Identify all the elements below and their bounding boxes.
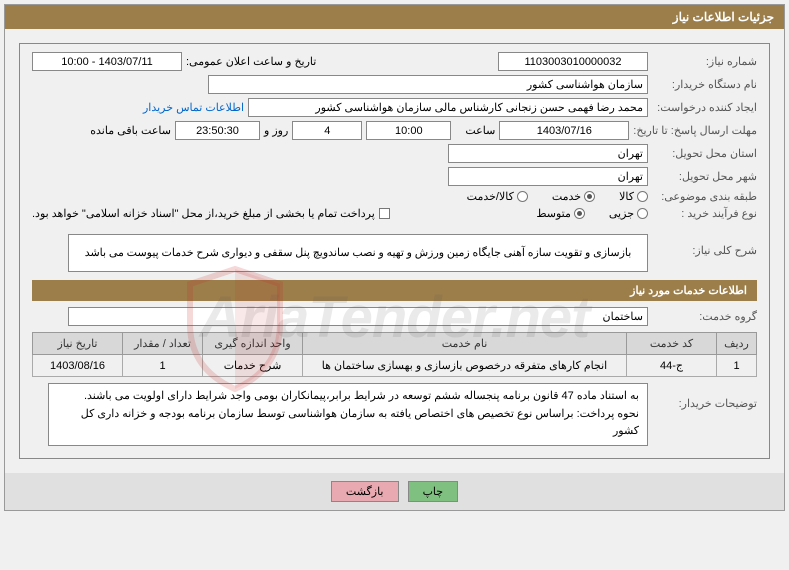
general-desc-label: شرح کلی نیاز: xyxy=(652,234,757,257)
cell-name: انجام کارهای متفرقه درخصوص بازسازی و بهس… xyxy=(303,355,627,377)
back-button[interactable]: بازگشت xyxy=(331,481,399,502)
services-table: ردیف کد خدمت نام خدمت واحد اندازه گیری ت… xyxy=(32,332,757,377)
col-name: نام خدمت xyxy=(303,333,627,355)
payment-note: پرداخت تمام یا بخشی از مبلغ خرید،از محل … xyxy=(32,207,375,220)
buyer-notes-line2: نحوه پرداخت: براساس نوع تخصیص های اختصاص… xyxy=(57,406,639,441)
buyer-org-input[interactable] xyxy=(208,75,648,94)
announce-date-label: تاریخ و ساعت اعلان عمومی: xyxy=(186,55,316,68)
hour-label: ساعت xyxy=(455,124,495,137)
radio-goods-service[interactable]: کالا/خدمت xyxy=(467,190,528,203)
radio-icon xyxy=(637,208,648,219)
need-number-input[interactable] xyxy=(498,52,648,71)
radio-goods-label: کالا xyxy=(619,190,634,203)
delivery-province-label: استان محل تحویل: xyxy=(652,147,757,160)
cell-qty: 1 xyxy=(123,355,203,377)
delivery-city-label: شهر محل تحویل: xyxy=(652,170,757,183)
announce-date-input[interactable] xyxy=(32,52,182,71)
radio-medium-label: متوسط xyxy=(536,207,571,220)
col-row: ردیف xyxy=(717,333,757,355)
delivery-province-input[interactable] xyxy=(448,144,648,163)
service-group-label: گروه خدمت: xyxy=(652,310,757,323)
form-content: شماره نیاز: تاریخ و ساعت اعلان عمومی: نا… xyxy=(19,43,770,459)
cell-unit: شرح خدمات xyxy=(203,355,303,377)
remaining-label: ساعت باقی مانده xyxy=(90,124,171,137)
requester-input[interactable] xyxy=(248,98,648,117)
radio-goods-service-label: کالا/خدمت xyxy=(467,190,514,203)
radio-service[interactable]: خدمت xyxy=(552,190,595,203)
need-number-label: شماره نیاز: xyxy=(652,55,757,68)
radio-icon xyxy=(574,208,585,219)
cell-code: ج-44 xyxy=(627,355,717,377)
requester-label: ایجاد کننده درخواست: xyxy=(652,101,757,114)
reply-date-input[interactable] xyxy=(499,121,629,140)
panel-header: جزئیات اطلاعات نیاز xyxy=(5,5,784,29)
col-code: کد خدمت xyxy=(627,333,717,355)
category-label: طبقه بندی موضوعی: xyxy=(652,190,757,203)
radio-icon xyxy=(637,191,648,202)
table-row: 1 ج-44 انجام کارهای متفرقه درخصوص بازساز… xyxy=(33,355,757,377)
col-date: تاریخ نیاز xyxy=(33,333,123,355)
buyer-notes-box[interactable]: به استناد ماده 47 قانون برنامه پنجساله ش… xyxy=(48,383,648,446)
table-header-row: ردیف کد خدمت نام خدمت واحد اندازه گیری ت… xyxy=(33,333,757,355)
contact-info-link[interactable]: اطلاعات تماس خریدار xyxy=(143,101,244,114)
radio-service-label: خدمت xyxy=(552,190,581,203)
time-remaining-input[interactable] xyxy=(175,121,260,140)
print-button[interactable]: چاپ xyxy=(408,481,459,502)
radio-minor-label: جزیی xyxy=(609,207,634,220)
radio-medium[interactable]: متوسط xyxy=(536,207,585,220)
buyer-notes-line1: به استناد ماده 47 قانون برنامه پنجساله ش… xyxy=(57,388,639,406)
radio-minor[interactable]: جزیی xyxy=(609,207,648,220)
cell-num: 1 xyxy=(717,355,757,377)
main-panel: جزئیات اطلاعات نیاز شماره نیاز: تاریخ و … xyxy=(4,4,785,511)
cell-date: 1403/08/16 xyxy=(33,355,123,377)
col-unit: واحد اندازه گیری xyxy=(203,333,303,355)
radio-icon xyxy=(517,191,528,202)
payment-checkbox[interactable] xyxy=(379,208,390,219)
col-qty: تعداد / مقدار xyxy=(123,333,203,355)
purchase-type-label: نوع فرآیند خرید : xyxy=(652,207,757,220)
days-remaining-input[interactable] xyxy=(292,121,362,140)
reply-deadline-label: مهلت ارسال پاسخ: تا تاریخ: xyxy=(633,124,757,137)
delivery-city-input[interactable] xyxy=(448,167,648,186)
button-row: چاپ بازگشت xyxy=(5,473,784,510)
service-group-input[interactable] xyxy=(68,307,648,326)
radio-goods[interactable]: کالا xyxy=(619,190,648,203)
buyer-notes-label: توضیحات خریدار: xyxy=(652,383,757,410)
buyer-org-label: نام دستگاه خریدار: xyxy=(652,78,757,91)
day-word: روز و xyxy=(264,124,288,137)
reply-hour-input[interactable] xyxy=(366,121,451,140)
services-section-header: اطلاعات خدمات مورد نیاز xyxy=(32,280,757,301)
radio-icon xyxy=(584,191,595,202)
general-desc-textarea[interactable]: بازسازی و تقویت سازه آهنی جایگاه زمین ور… xyxy=(68,234,648,272)
